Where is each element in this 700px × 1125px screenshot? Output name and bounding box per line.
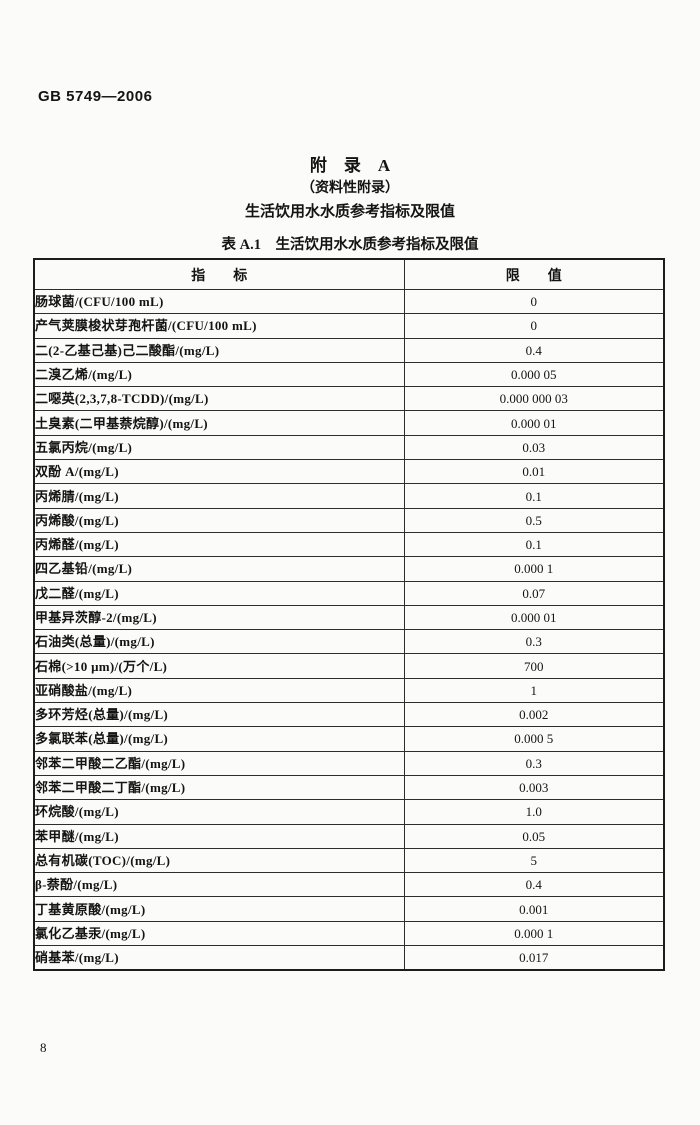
appendix-title: 附 录 A — [309, 156, 391, 175]
indicator-cell: 多氯联苯(总量)/(mg/L) — [33, 726, 405, 752]
limit-cell: 0.017 — [403, 945, 665, 971]
page-number: 8 — [40, 1040, 47, 1055]
indicator-cell: 苯甲醚/(mg/L) — [33, 823, 405, 849]
limit-cell: 700 — [403, 653, 665, 679]
indicator-cell: 双酚 A/(mg/L) — [33, 459, 405, 485]
table-row: 甲基异茨醇-2/(mg/L) 0.000 01 — [33, 604, 665, 631]
limit-cell: 0.000 01 — [403, 410, 665, 436]
table-row: 总有机碳(TOC)/(mg/L) 5 — [33, 847, 665, 874]
table-row: 氯化乙基汞/(mg/L) 0.000 1 — [33, 920, 665, 947]
limit-cell: 1.0 — [403, 799, 665, 825]
limit-cell: 0.4 — [403, 872, 665, 898]
indicator-cell: 土臭素(二甲基萘烷醇)/(mg/L) — [33, 410, 405, 436]
table-header-row: 指 标 限 值 — [33, 258, 665, 290]
column-header-limit: 限 值 — [403, 258, 665, 290]
indicator-cell: 产气荚膜梭状芽孢杆菌/(CFU/100 mL) — [33, 313, 405, 339]
table-row: 丙烯腈/(mg/L) 0.1 — [33, 483, 665, 509]
table-row: 四乙基铅/(mg/L) 0.000 1 — [33, 556, 665, 582]
limit-cell: 5 — [403, 847, 665, 874]
table-row: 环烷酸/(mg/L) 1.0 — [33, 799, 665, 825]
table-row: 邻苯二甲酸二乙酯/(mg/L) 0.3 — [33, 750, 665, 776]
table-row: 丙烯酸/(mg/L) 0.5 — [33, 507, 665, 533]
indicator-cell: 石油类(总量)/(mg/L) — [33, 629, 405, 655]
indicator-cell: 丙烯醛/(mg/L) — [33, 531, 405, 558]
standard-number: GB 5749—2006 — [38, 88, 153, 105]
table-row: 肠球菌/(CFU/100 mL) 0 — [33, 288, 665, 315]
indicator-cell: 四乙基铅/(mg/L) — [33, 556, 405, 582]
limit-cell: 0.4 — [403, 337, 665, 363]
table-row: 石油类(总量)/(mg/L) 0.3 — [33, 629, 665, 655]
water-quality-table: 指 标 限 值 肠球菌/(CFU/100 mL) 0 产气荚膜梭状芽孢杆菌/(CFU… — [33, 258, 665, 972]
column-header-indicator: 指 标 — [33, 258, 405, 290]
table-row: 苯甲醚/(mg/L) 0.05 — [33, 823, 665, 849]
limit-cell: 0.5 — [403, 507, 665, 533]
indicator-cell: β-萘酚/(mg/L) — [33, 872, 405, 898]
limit-cell: 0.1 — [403, 531, 665, 558]
limit-cell: 0 — [403, 288, 665, 315]
indicator-cell: 硝基苯/(mg/L) — [33, 945, 405, 971]
limit-cell: 0.1 — [403, 483, 665, 509]
table-row: 邻苯二甲酸二丁酯/(mg/L) 0.003 — [33, 774, 665, 801]
limit-cell: 0.01 — [403, 459, 665, 485]
limit-cell: 0.03 — [403, 434, 665, 461]
indicator-cell: 总有机碳(TOC)/(mg/L) — [33, 847, 405, 874]
limit-cell: 0.3 — [403, 750, 665, 776]
indicator-cell: 石棉(>10 μm)/(万个/L) — [33, 653, 405, 679]
indicator-cell: 环烷酸/(mg/L) — [33, 799, 405, 825]
limit-cell: 0.3 — [403, 629, 665, 655]
limit-cell: 0.000 05 — [403, 361, 665, 388]
limit-cell: 0 — [403, 313, 665, 339]
appendix-subtitle: （资料性附录） — [301, 181, 399, 196]
indicator-cell: 多环芳烃(总量)/(mg/L) — [33, 702, 405, 728]
table-row: 多氯联苯(总量)/(mg/L) 0.000 5 — [33, 726, 665, 752]
indicator-cell: 五氯丙烷/(mg/L) — [33, 434, 405, 461]
table-row: 产气荚膜梭状芽孢杆菌/(CFU/100 mL) 0 — [33, 313, 665, 339]
table-body: 肠球菌/(CFU/100 mL) 0 产气荚膜梭状芽孢杆菌/(CFU/100 mL)… — [33, 288, 665, 971]
indicator-cell: 肠球菌/(CFU/100 mL) — [33, 288, 405, 315]
limit-cell: 0.001 — [403, 896, 665, 922]
indicator-cell: 丁基黄原酸/(mg/L) — [33, 896, 405, 922]
table-row: 硝基苯/(mg/L) 0.017 — [33, 945, 665, 971]
limit-cell: 0.000 5 — [403, 726, 665, 752]
limit-cell: 0.002 — [403, 702, 665, 728]
table-row: 丙烯醛/(mg/L) 0.1 — [33, 531, 665, 558]
indicator-cell: 氯化乙基汞/(mg/L) — [33, 920, 405, 947]
table-row: 双酚 A/(mg/L) 0.01 — [33, 459, 665, 485]
table-row: 二溴乙烯/(mg/L) 0.000 05 — [33, 361, 665, 388]
table-row: 丁基黄原酸/(mg/L) 0.001 — [33, 896, 665, 922]
indicator-cell: 二(2-乙基己基)己二酸酯/(mg/L) — [33, 337, 405, 363]
table-row: 石棉(>10 μm)/(万个/L) 700 — [33, 653, 665, 679]
indicator-cell: 丙烯腈/(mg/L) — [33, 483, 405, 509]
limit-cell: 0.003 — [403, 774, 665, 801]
table-row: β-萘酚/(mg/L) 0.4 — [33, 872, 665, 898]
table-row: 多环芳烃(总量)/(mg/L) 0.002 — [33, 702, 665, 728]
indicator-cell: 亚硝酸盐/(mg/L) — [33, 677, 405, 704]
limit-cell: 0.05 — [403, 823, 665, 849]
indicator-cell: 丙烯酸/(mg/L) — [33, 507, 405, 533]
indicator-cell: 戊二醛/(mg/L) — [33, 580, 405, 606]
indicator-cell: 二噁英(2,3,7,8-TCDD)/(mg/L) — [33, 386, 405, 412]
limit-cell: 0.07 — [403, 580, 665, 606]
limit-cell: 0.000 01 — [403, 604, 665, 631]
indicator-cell: 邻苯二甲酸二丁酯/(mg/L) — [33, 774, 405, 801]
appendix-heading: 生活饮用水水质参考指标及限值 — [244, 204, 455, 220]
table-row: 二噁英(2,3,7,8-TCDD)/(mg/L) 0.000 000 03 — [33, 386, 665, 412]
indicator-cell: 二溴乙烯/(mg/L) — [33, 361, 405, 388]
table-caption: 表 A.1 生活饮用水水质参考指标及限值 — [221, 237, 479, 253]
limit-cell: 0.000 1 — [403, 556, 665, 582]
indicator-cell: 邻苯二甲酸二乙酯/(mg/L) — [33, 750, 405, 776]
table-row: 亚硝酸盐/(mg/L) 1 — [33, 677, 665, 704]
limit-cell: 0.000 1 — [403, 920, 665, 947]
table-row: 五氯丙烷/(mg/L) 0.03 — [33, 434, 665, 461]
limit-cell: 1 — [403, 677, 665, 704]
limit-cell: 0.000 000 03 — [403, 386, 665, 412]
table-row: 二(2-乙基己基)己二酸酯/(mg/L) 0.4 — [33, 337, 665, 363]
table-row: 戊二醛/(mg/L) 0.07 — [33, 580, 665, 606]
table-row: 土臭素(二甲基萘烷醇)/(mg/L) 0.000 01 — [33, 410, 665, 436]
indicator-cell: 甲基异茨醇-2/(mg/L) — [33, 604, 405, 631]
